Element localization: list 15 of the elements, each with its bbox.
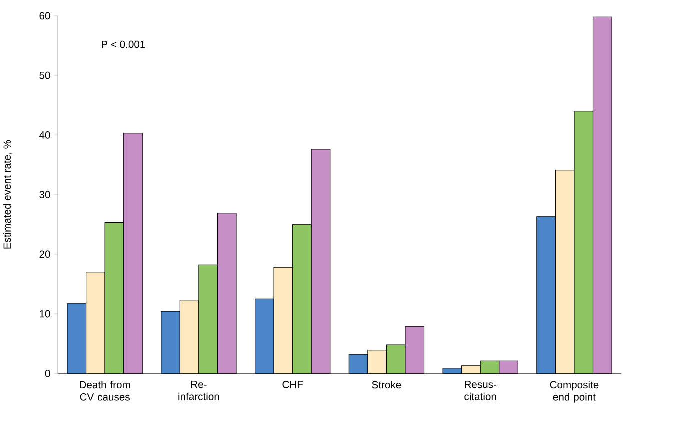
y-tick-label: 10 <box>40 310 50 318</box>
y-tick-label: 30 <box>40 191 50 199</box>
x-tick-label: Stroke <box>372 381 402 389</box>
x-tick-label: Composite end point <box>550 381 599 404</box>
x-tick-label: CHF <box>282 381 304 389</box>
y-tick-label: 40 <box>39 132 50 140</box>
x-tick-label: Resus-citation <box>464 381 496 401</box>
y-axis-title: Estimated event rate, % <box>3 140 12 249</box>
y-tick-label: 0 <box>45 370 50 378</box>
y-tick-label: 60 <box>40 12 50 20</box>
y-tick-label: 50 <box>40 72 50 80</box>
y-tick-label: 20 <box>40 250 50 258</box>
x-tick-label: Death from CV causes <box>80 381 130 402</box>
annotation: P < 0.001 <box>102 41 146 48</box>
x-tick-label: Re-infarction <box>178 381 220 401</box>
